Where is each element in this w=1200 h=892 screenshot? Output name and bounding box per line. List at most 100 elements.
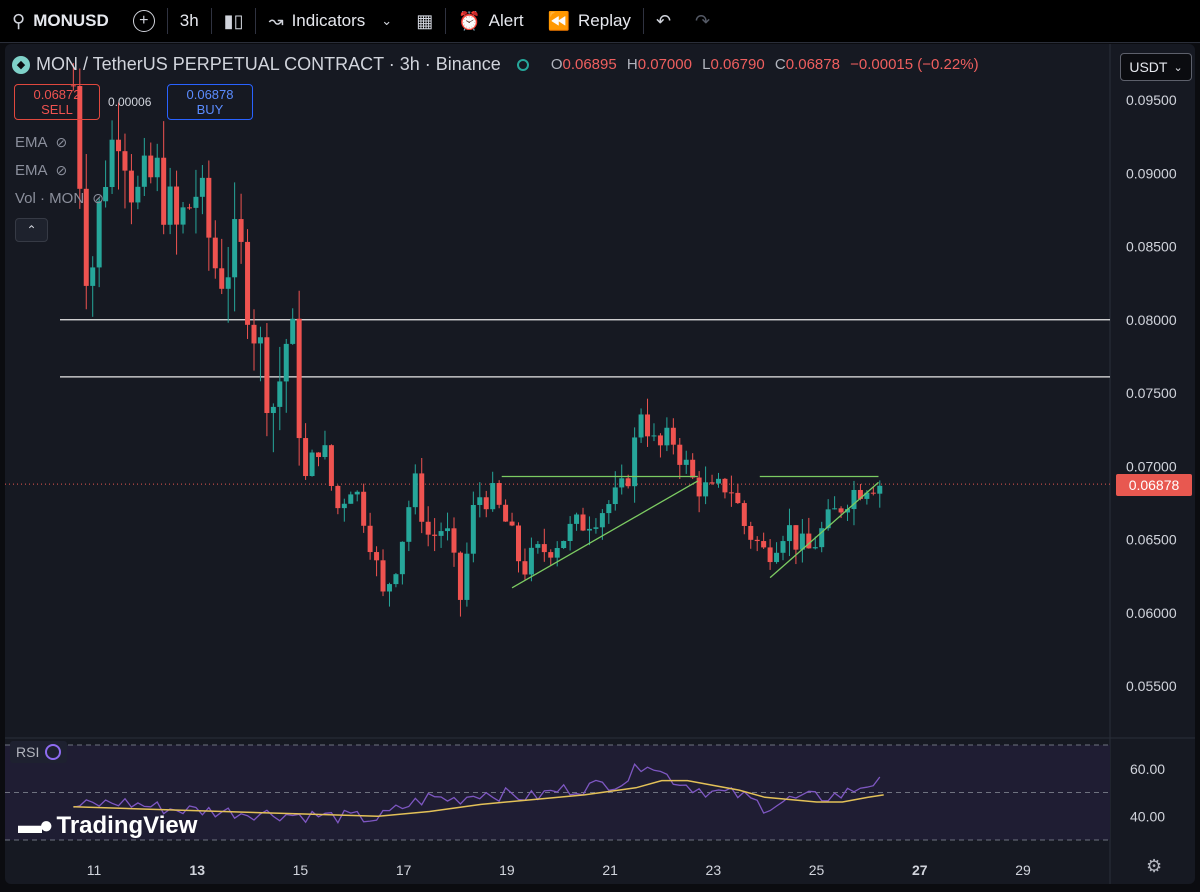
close-key: C: [774, 56, 786, 73]
sell-button[interactable]: 0.06872 SELL: [14, 84, 100, 120]
tradingview-logo: ▬● TradingView: [18, 812, 197, 840]
buy-label: BUY: [196, 102, 224, 117]
toolbar-divider: [255, 8, 257, 34]
indicators-icon: ↝: [268, 10, 284, 31]
redo-button[interactable]: ↷: [683, 0, 722, 42]
buy-button[interactable]: 0.06878 BUY: [167, 84, 253, 120]
rsi-ma-line: [73, 779, 884, 818]
indicator-row-ema-1[interactable]: EMA ⊘: [15, 134, 67, 151]
candle-body: [715, 478, 721, 484]
chart-canvas[interactable]: 0.09500 0.09000 0.08500 0.08000 0.07500 0.070…: [5, 44, 1195, 884]
open-key: O: [550, 56, 563, 73]
candle-body: [541, 544, 547, 553]
eye-hidden-icon[interactable]: ⊘: [55, 162, 68, 178]
candle-body: [141, 155, 147, 187]
indicator-label: Vol · MON: [15, 190, 85, 207]
candle-body: [419, 473, 425, 522]
chevron-up-icon: ⌃: [26, 223, 37, 237]
close-value: 0.06878: [785, 56, 840, 73]
candle-body: [780, 541, 786, 553]
eye-hidden-icon[interactable]: ⊘: [92, 190, 104, 206]
candle-body: [128, 170, 134, 203]
indicator-row-volume[interactable]: Vol · MON ⊘: [15, 190, 104, 207]
tv-logo-icon: ▬●: [18, 812, 53, 839]
candle-body: [70, 85, 76, 87]
time-tick-label: 19: [499, 862, 515, 878]
chart-legend: ◆ MON / TetherUS PERPETUAL CONTRACT · 3h…: [12, 54, 979, 75]
chart-type-button[interactable]: ▮▯: [212, 0, 256, 42]
candle-body: [870, 492, 876, 494]
pattern-support-line: [769, 481, 879, 579]
candle-body: [483, 497, 489, 510]
chevron-down-icon: ⌄: [381, 13, 393, 28]
undo-button[interactable]: ↶: [644, 0, 683, 42]
candle-body: [161, 157, 167, 225]
candle-body: [212, 237, 218, 269]
rsi-line: [73, 762, 881, 824]
candle-body: [245, 241, 251, 325]
layouts-button[interactable]: ▦: [404, 0, 445, 42]
interval-label: 3h: [179, 11, 199, 30]
chart-pane[interactable]: 0.09500 0.09000 0.08500 0.08000 0.07500 0.070…: [5, 44, 1195, 884]
candle-body: [316, 452, 322, 458]
candle-body: [619, 478, 625, 488]
compare-symbol-button[interactable]: +: [121, 0, 167, 42]
currency-label: USDT: [1129, 59, 1168, 75]
indicators-label: Indicators: [291, 11, 366, 30]
candle-body: [180, 207, 186, 225]
alert-button[interactable]: ⏰ Alert: [446, 0, 535, 42]
candle-body: [580, 514, 586, 531]
candle-body: [599, 513, 605, 528]
candle-body: [535, 544, 541, 548]
indicator-row-ema-2[interactable]: EMA ⊘: [15, 162, 67, 179]
time-tick-label: 27: [912, 862, 928, 878]
candle-body: [799, 533, 805, 550]
buy-price: 0.06878: [186, 87, 234, 102]
candle-body: [793, 525, 799, 550]
toolbar-divider: [445, 8, 447, 34]
candle-body: [509, 521, 515, 526]
replay-button[interactable]: ⏪ Replay: [536, 0, 643, 42]
candle-body: [832, 508, 838, 510]
interval-button[interactable]: 3h: [168, 0, 211, 42]
candle-body: [412, 473, 418, 508]
alarm-clock-icon: ⏰: [458, 10, 481, 31]
eye-hidden-icon[interactable]: ⊘: [55, 134, 68, 150]
candle-body: [703, 482, 709, 497]
candle-body: [341, 503, 347, 509]
candle-body: [657, 435, 663, 446]
candle-body: [761, 541, 767, 548]
price-tick-label: 0.08000: [1126, 312, 1177, 328]
settings-gear-icon[interactable]: ⚙: [1146, 856, 1163, 876]
candle-body: [677, 444, 683, 465]
candle-body: [335, 485, 341, 509]
brand-name: TradingView: [56, 812, 198, 839]
sell-price: 0.06872: [33, 87, 81, 102]
rsi-tick-label: 60.00: [1130, 761, 1165, 777]
candle-body: [741, 503, 747, 526]
pattern-support-line: [511, 480, 699, 589]
candle-body: [651, 435, 657, 437]
candle-body: [154, 157, 160, 178]
candle-body: [683, 459, 689, 465]
candle-body: [490, 483, 496, 510]
candle-body: [819, 528, 825, 548]
candle-body: [361, 491, 367, 526]
candle-body: [857, 489, 863, 499]
symbol-search[interactable]: ⚲ MONUSD: [0, 0, 121, 42]
legend-title: MON / TetherUS PERPETUAL CONTRACT · 3h ·…: [36, 54, 501, 74]
candle-body: [257, 337, 263, 344]
candle-body: [277, 381, 283, 407]
price-tick-label: 0.07000: [1126, 458, 1177, 474]
collapse-legend-button[interactable]: ⌃: [15, 218, 48, 242]
currency-selector[interactable]: USDT ⌄: [1120, 53, 1192, 81]
rsi-pane-label[interactable]: RSI: [10, 741, 68, 763]
candle-body: [638, 414, 644, 438]
undo-icon: ↶: [655, 10, 672, 31]
time-tick-label: 13: [189, 862, 205, 878]
price-tick-label: 0.09500: [1126, 92, 1177, 108]
indicators-button[interactable]: ↝ Indicators ⌄: [256, 0, 404, 42]
candle-body: [406, 507, 412, 542]
rsi-label-text: RSI: [16, 744, 40, 760]
candle-body: [367, 525, 373, 553]
